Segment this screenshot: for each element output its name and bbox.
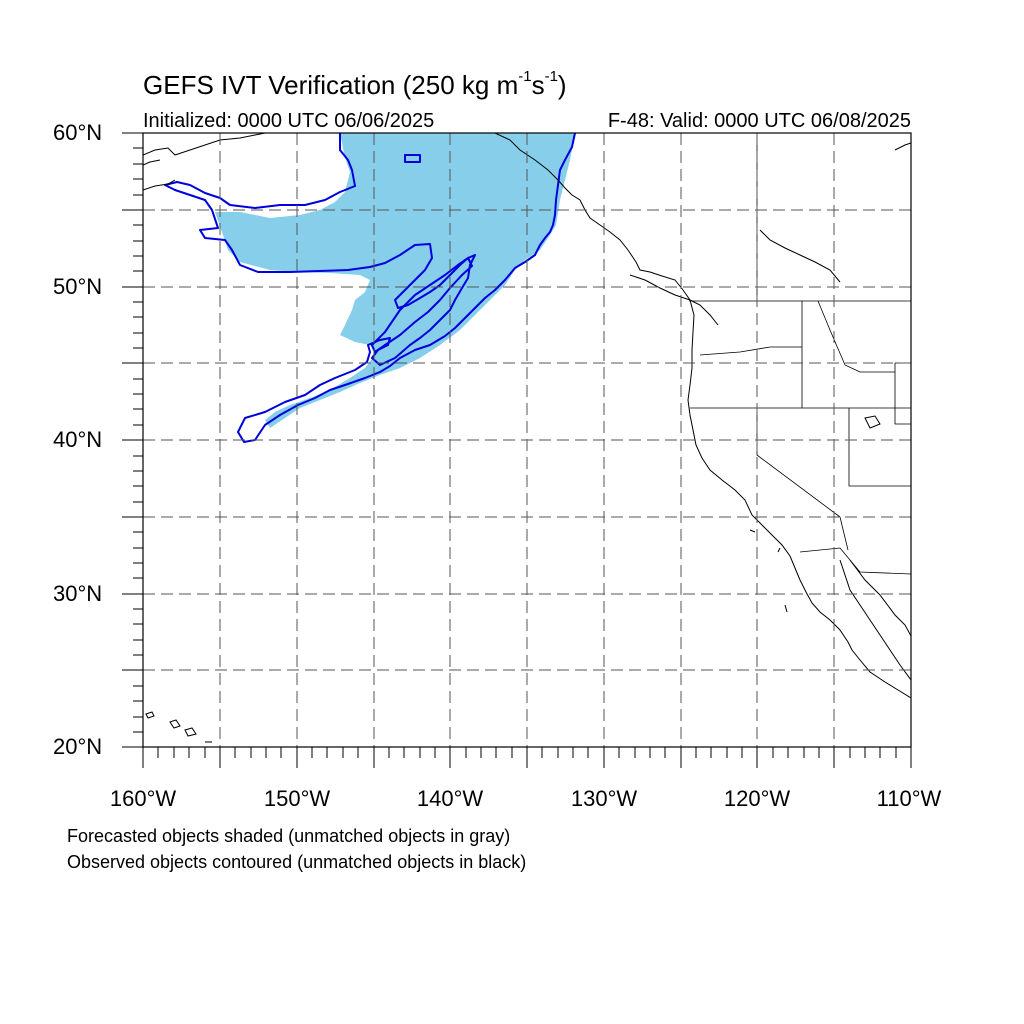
lon-label-130w: 130°W [570,786,638,811]
map-title: GEFS IVT Verification (250 kg m-1s-1) [143,68,567,100]
observed-legend-note: Observed objects contoured (unmatched ob… [67,852,527,872]
observed-object-contour [164,133,576,443]
lat-label-20n: 20°N [53,734,103,759]
lon-major-ticks [142,747,912,768]
lon-label-140w: 140°W [416,786,484,811]
lat-label-50n: 50°N [53,274,103,299]
coastline-vancouver-island [629,274,719,326]
lon-label-160w: 160°W [109,786,177,811]
forecast-object-shading [215,133,575,428]
lat-label-40n: 40°N [53,427,103,452]
coastline-channel-islands [749,415,881,613]
lon-gridlines [219,133,835,747]
coastline-alaska [143,133,266,191]
coastline-lakes [759,142,911,283]
lat-label-30n: 30°N [53,581,103,606]
coastline-hawaii [145,711,212,743]
lat-major-ticks [122,132,143,748]
lon-label-120w: 120°W [723,786,791,811]
lon-minor-ticks [157,747,897,758]
state-boundaries [689,133,911,575]
lon-label-110w: 110°W [876,786,942,811]
lon-label-150w: 150°W [263,786,331,811]
valid-time-label: F-48: Valid: 0000 UTC 06/08/2025 [607,110,911,132]
observed-object-contour-inner [404,154,421,163]
coastline-baja-gulf [839,559,911,681]
lat-label-60n: 60°N [53,120,103,145]
forecast-legend-note: Forecasted objects shaded (unmatched obj… [67,826,511,846]
initialized-label: Initialized: 0000 UTC 06/06/2025 [143,110,435,132]
lat-minor-ticks [133,147,143,733]
